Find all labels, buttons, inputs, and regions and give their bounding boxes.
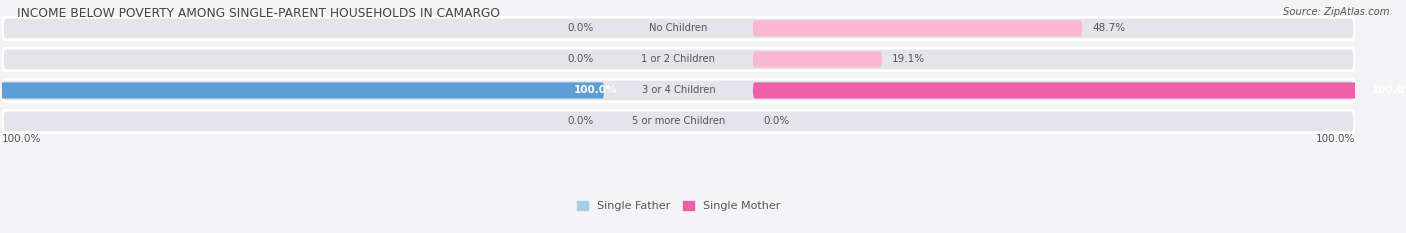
Text: 0.0%: 0.0% (568, 24, 593, 34)
FancyBboxPatch shape (1, 79, 1355, 102)
Text: 100.0%: 100.0% (1316, 134, 1355, 144)
FancyBboxPatch shape (752, 20, 1083, 37)
Text: 5 or more Children: 5 or more Children (631, 116, 725, 127)
Text: 100.0%: 100.0% (1372, 86, 1406, 96)
Text: 100.0%: 100.0% (1, 134, 41, 144)
Text: 1 or 2 Children: 1 or 2 Children (641, 55, 716, 65)
Text: 3 or 4 Children: 3 or 4 Children (641, 86, 716, 96)
Legend: Single Father, Single Mother: Single Father, Single Mother (576, 201, 780, 211)
Text: 0.0%: 0.0% (568, 55, 593, 65)
FancyBboxPatch shape (1, 110, 1355, 133)
FancyBboxPatch shape (1, 17, 1355, 40)
Text: 0.0%: 0.0% (763, 116, 789, 127)
Text: 0.0%: 0.0% (568, 116, 593, 127)
Text: 100.0%: 100.0% (574, 86, 617, 96)
Text: 19.1%: 19.1% (893, 55, 925, 65)
Text: Source: ZipAtlas.com: Source: ZipAtlas.com (1282, 7, 1389, 17)
Text: No Children: No Children (650, 24, 707, 34)
FancyBboxPatch shape (1, 48, 1355, 71)
FancyBboxPatch shape (752, 82, 1406, 99)
FancyBboxPatch shape (0, 82, 605, 99)
Text: INCOME BELOW POVERTY AMONG SINGLE-PARENT HOUSEHOLDS IN CAMARGO: INCOME BELOW POVERTY AMONG SINGLE-PARENT… (17, 7, 501, 20)
Text: 48.7%: 48.7% (1092, 24, 1126, 34)
FancyBboxPatch shape (752, 51, 882, 68)
